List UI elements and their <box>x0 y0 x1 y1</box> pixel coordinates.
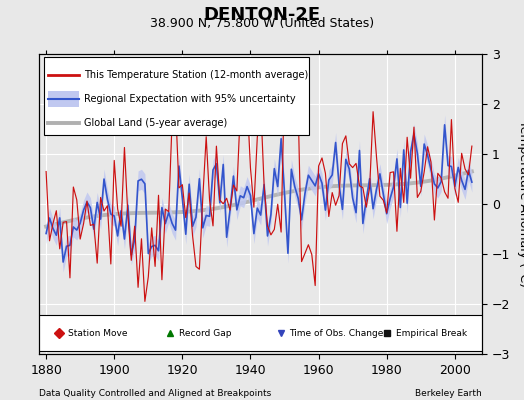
Text: Data Quality Controlled and Aligned at Breakpoints: Data Quality Controlled and Aligned at B… <box>39 389 271 398</box>
Bar <box>48 92 79 106</box>
Text: Regional Expectation with 95% uncertainty: Regional Expectation with 95% uncertaint… <box>83 94 295 104</box>
Text: Record Gap: Record Gap <box>179 328 231 338</box>
Y-axis label: Temperature Anomaly (°C): Temperature Anomaly (°C) <box>517 120 524 288</box>
Text: Empirical Break: Empirical Break <box>396 328 467 338</box>
Text: DENTON-2E: DENTON-2E <box>203 6 321 24</box>
Bar <box>43 57 309 135</box>
Text: Berkeley Earth: Berkeley Earth <box>416 389 482 398</box>
Text: Global Land (5-year average): Global Land (5-year average) <box>83 118 227 128</box>
Text: Station Move: Station Move <box>68 328 127 338</box>
Text: 38.900 N, 75.800 W (United States): 38.900 N, 75.800 W (United States) <box>150 17 374 30</box>
Bar <box>39 315 482 351</box>
Text: This Temperature Station (12-month average): This Temperature Station (12-month avera… <box>83 70 308 80</box>
Text: Time of Obs. Change: Time of Obs. Change <box>289 328 384 338</box>
